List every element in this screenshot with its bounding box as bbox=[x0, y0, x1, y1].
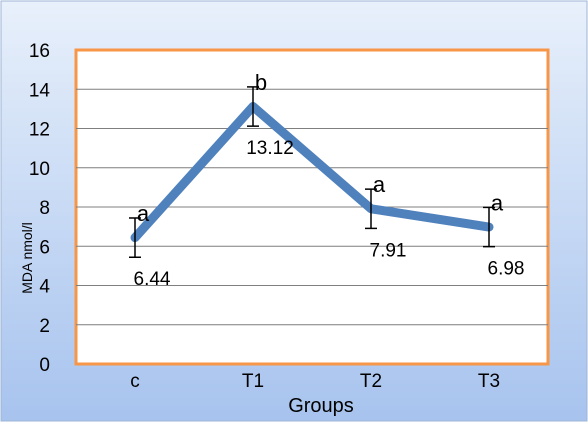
y-tick-label: 4 bbox=[39, 277, 50, 298]
y-axis-ticks: 0 2 4 6 8 10 12 14 16 bbox=[29, 41, 51, 376]
data-label: 13.12 bbox=[246, 138, 294, 159]
error-bar bbox=[365, 188, 377, 230]
significance-letter: a bbox=[373, 172, 386, 197]
y-tick-label: 14 bbox=[29, 80, 51, 101]
series-layer bbox=[130, 102, 494, 243]
data-label: 7.91 bbox=[370, 240, 407, 261]
y-axis-title: MDA nmol/l bbox=[19, 222, 35, 294]
error-bar bbox=[483, 206, 495, 248]
x-tick-label: T3 bbox=[478, 371, 500, 392]
data-label: 6.98 bbox=[488, 259, 525, 280]
gridlines bbox=[76, 88, 548, 326]
significance-letter: a bbox=[491, 190, 504, 215]
y-tick-label: 16 bbox=[29, 41, 50, 62]
significance-letter: b bbox=[255, 70, 267, 95]
data-labels: a 6.44 b 13.12 a 7.91 a 6.98 bbox=[134, 70, 525, 290]
y-tick-label: 0 bbox=[39, 355, 50, 376]
y-tick-label: 6 bbox=[39, 237, 50, 258]
error-bar bbox=[129, 217, 141, 258]
x-tick-label: T1 bbox=[242, 371, 264, 392]
y-tick-label: 12 bbox=[29, 120, 50, 141]
error-bar bbox=[247, 86, 259, 127]
series-line bbox=[130, 102, 494, 243]
x-tick-label: c bbox=[130, 371, 140, 392]
x-tick-label: T2 bbox=[360, 371, 382, 392]
data-label: 6.44 bbox=[134, 269, 171, 290]
x-axis-ticks: c T1 T2 T3 bbox=[130, 371, 500, 392]
y-tick-label: 8 bbox=[39, 198, 50, 219]
y-tick-label: 2 bbox=[39, 316, 50, 337]
error-bars bbox=[129, 86, 495, 258]
y-tick-label: 10 bbox=[29, 159, 50, 180]
significance-letter: a bbox=[137, 201, 150, 226]
x-axis-title: Groups bbox=[288, 395, 354, 417]
